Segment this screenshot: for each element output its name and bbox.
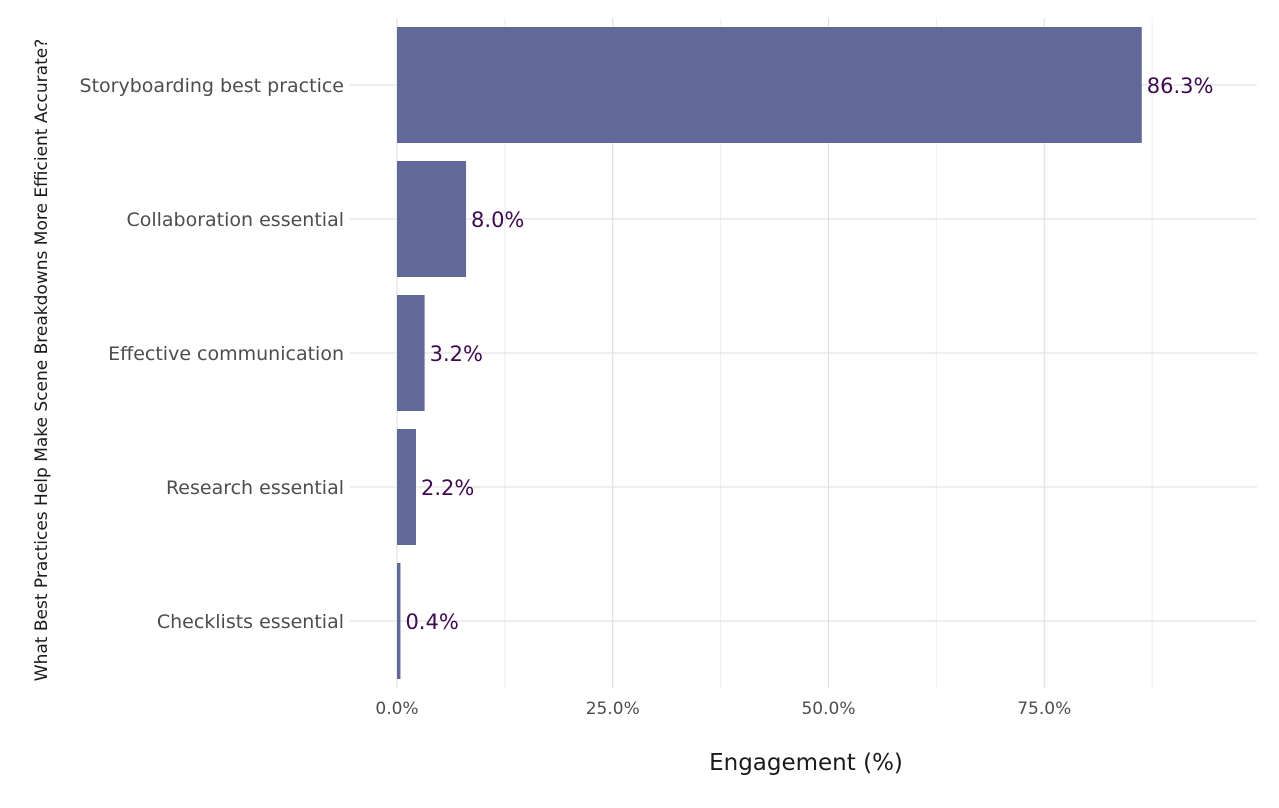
data-label: 8.0% (471, 208, 524, 232)
bar (397, 27, 1142, 143)
bar (397, 161, 467, 277)
x-tick-label: 75.0% (1017, 699, 1071, 719)
x-axis-title: Engagement (%) (709, 750, 903, 776)
category-label: Research essential (166, 477, 344, 499)
data-label: 2.2% (421, 476, 474, 500)
category-label: Effective communication (108, 343, 344, 365)
x-tick-label: 25.0% (586, 699, 640, 719)
bar (397, 563, 401, 679)
data-label: 3.2% (430, 342, 483, 366)
bar (397, 295, 425, 411)
y-axis-categories: Storyboarding best practice Collaboration… (80, 75, 344, 633)
x-tick-label: 50.0% (801, 699, 855, 719)
bar (397, 429, 416, 545)
bars (397, 27, 1142, 679)
y-axis-title: What Best Practices Help Make Scene Brea… (32, 39, 52, 681)
category-label: Storyboarding best practice (80, 75, 344, 97)
category-label: Checklists essential (157, 611, 344, 633)
x-axis-ticks: 0.0% 25.0% 50.0% 75.0% (375, 699, 1071, 719)
data-label: 86.3% (1147, 74, 1214, 98)
category-label: Collaboration essential (126, 209, 344, 231)
data-label: 0.4% (405, 610, 458, 634)
data-labels: 86.3% 8.0% 3.2% 2.2% 0.4% (405, 74, 1213, 634)
x-tick-label: 0.0% (375, 699, 418, 719)
